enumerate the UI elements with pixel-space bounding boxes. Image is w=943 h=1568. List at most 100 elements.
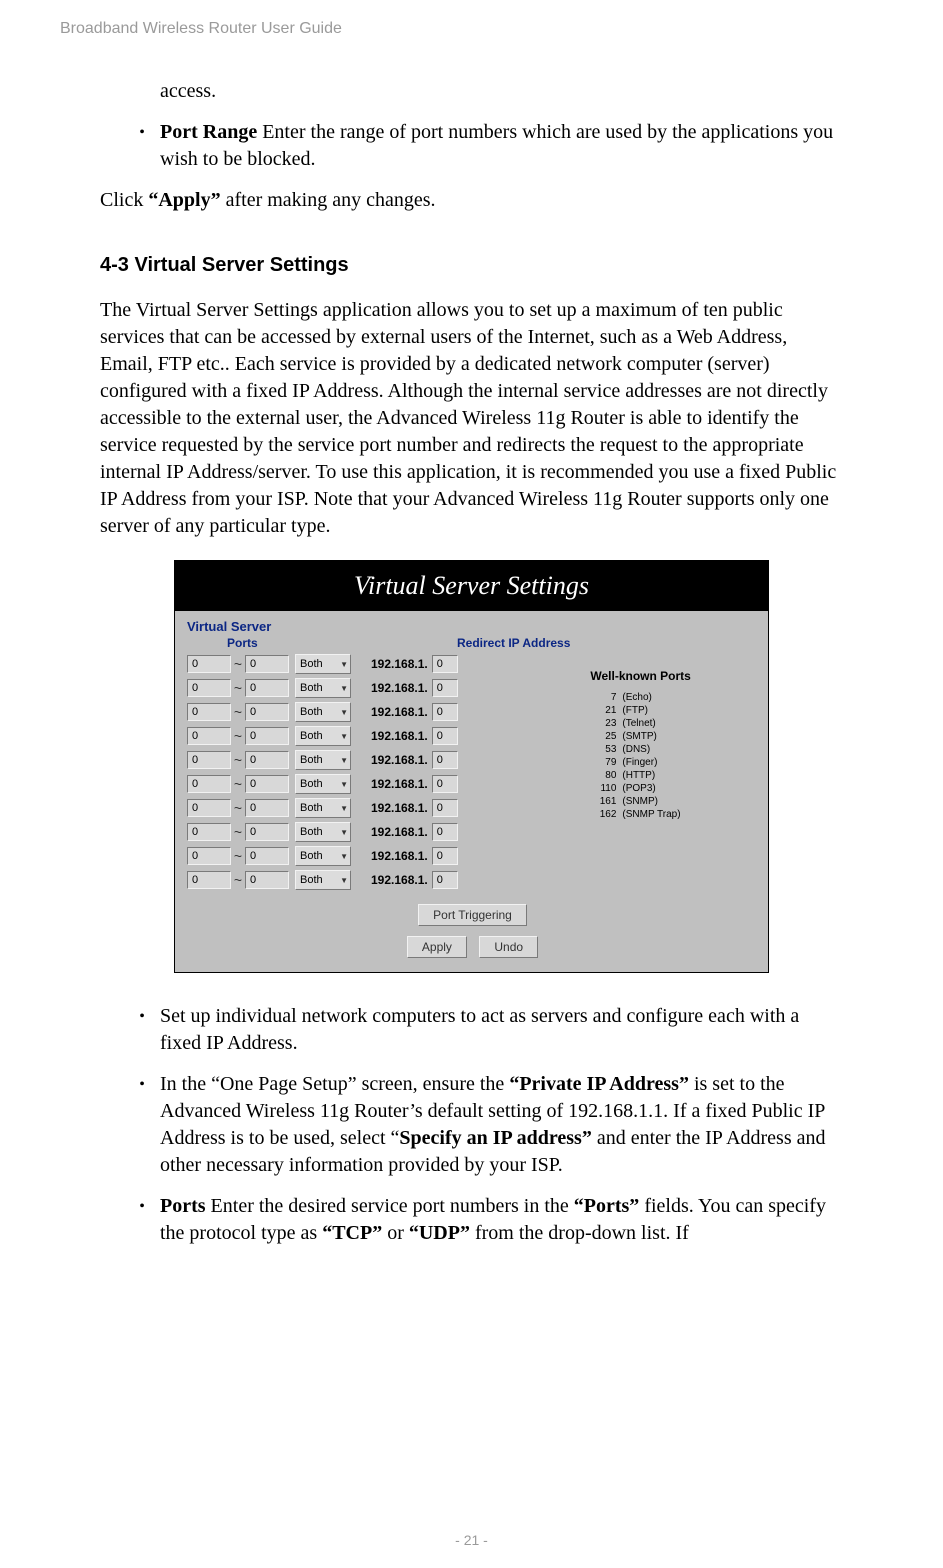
screenshot-title: Virtual Server Settings [175,561,768,611]
port-start-input[interactable]: 0 [187,823,231,841]
virtual-server-row: 0~0Both▼192.168.1.0 [187,702,570,722]
well-known-port-line: 7(Echo) [590,691,690,704]
port-start-input[interactable]: 0 [187,703,231,721]
ip-last-octet-input[interactable]: 0 [432,679,458,697]
tilde-separator: ~ [231,800,245,816]
ip-prefix-label: 192.168.1. [371,801,428,815]
port-triggering-button[interactable]: Port Triggering [418,904,527,926]
protocol-select[interactable]: Both▼ [295,774,351,794]
ip-last-octet-input[interactable]: 0 [432,703,458,721]
port-end-input[interactable]: 0 [245,679,289,697]
page-header: Broadband Wireless Router User Guide [60,20,883,38]
protocol-select[interactable]: Both▼ [295,654,351,674]
ports-header: Ports [187,636,447,650]
well-known-port-line: 25(SMTP) [590,730,690,743]
ip-prefix-label: 192.168.1. [371,753,428,767]
port-start-input[interactable]: 0 [187,655,231,673]
ip-prefix-label: 192.168.1. [371,657,428,671]
well-known-port-line: 162(SNMP Trap) [590,808,690,821]
ip-last-octet-input[interactable]: 0 [432,799,458,817]
port-start-input[interactable]: 0 [187,727,231,745]
virtual-server-row: 0~0Both▼192.168.1.0 [187,654,570,674]
access-fragment: access. [160,78,843,105]
bullet-port-range: • Port Range Enter the range of port num… [124,119,843,173]
ip-last-octet-input[interactable]: 0 [432,775,458,793]
well-known-port-line: 110(POP3) [590,782,690,795]
bullet-marker: • [124,1193,160,1247]
virtual-server-row: 0~0Both▼192.168.1.0 [187,678,570,698]
virtual-server-row: 0~0Both▼192.168.1.0 [187,774,570,794]
virtual-server-row: 0~0Both▼192.168.1.0 [187,750,570,770]
apply-button[interactable]: Apply [407,936,467,958]
page-footer: - 21 - [0,1532,943,1548]
well-known-port-line: 80(HTTP) [590,769,690,782]
ip-last-octet-input[interactable]: 0 [432,847,458,865]
bullet-text: Ports Enter the desired service port num… [160,1193,843,1247]
tilde-separator: ~ [231,872,245,888]
ip-prefix-label: 192.168.1. [371,777,428,791]
port-start-input[interactable]: 0 [187,847,231,865]
port-end-input[interactable]: 0 [245,775,289,793]
bullet-text: In the “One Page Setup” screen, ensure t… [160,1071,843,1179]
bullet-setup-computers: • Set up individual network computers to… [124,1003,843,1057]
protocol-select[interactable]: Both▼ [295,798,351,818]
port-end-input[interactable]: 0 [245,823,289,841]
ip-last-octet-input[interactable]: 0 [432,823,458,841]
bullet-marker: • [124,119,160,173]
ip-prefix-label: 192.168.1. [371,705,428,719]
protocol-select[interactable]: Both▼ [295,846,351,866]
redir-header: Redirect IP Address [447,636,570,650]
ip-last-octet-input[interactable]: 0 [432,655,458,673]
undo-button[interactable]: Undo [479,936,538,958]
port-start-input[interactable]: 0 [187,799,231,817]
port-end-input[interactable]: 0 [245,751,289,769]
bullet-marker: • [124,1003,160,1057]
ip-last-octet-input[interactable]: 0 [432,727,458,745]
ip-prefix-label: 192.168.1. [371,849,428,863]
section-heading: 4-3 Virtual Server Settings [100,254,843,277]
tilde-separator: ~ [231,776,245,792]
ip-last-octet-input[interactable]: 0 [432,751,458,769]
well-known-port-line: 21(FTP) [590,704,690,717]
port-end-input[interactable]: 0 [245,871,289,889]
port-end-input[interactable]: 0 [245,655,289,673]
tilde-separator: ~ [231,824,245,840]
bullet-marker: • [124,1071,160,1179]
port-start-input[interactable]: 0 [187,751,231,769]
main-paragraph: The Virtual Server Settings application … [100,297,843,540]
well-known-port-line: 53(DNS) [590,743,690,756]
port-end-input[interactable]: 0 [245,727,289,745]
tilde-separator: ~ [231,704,245,720]
bullet-private-ip: • In the “One Page Setup” screen, ensure… [124,1071,843,1179]
well-known-port-line: 79(Finger) [590,756,690,769]
well-known-port-line: 161(SNMP) [590,795,690,808]
port-end-input[interactable]: 0 [245,847,289,865]
port-start-input[interactable]: 0 [187,871,231,889]
protocol-select[interactable]: Both▼ [295,870,351,890]
port-end-input[interactable]: 0 [245,799,289,817]
port-start-input[interactable]: 0 [187,679,231,697]
bullet-bold: Port Range [160,121,262,143]
protocol-select[interactable]: Both▼ [295,726,351,746]
tilde-separator: ~ [231,680,245,696]
virtual-server-row: 0~0Both▼192.168.1.0 [187,846,570,866]
protocol-select[interactable]: Both▼ [295,702,351,722]
tilde-separator: ~ [231,728,245,744]
ip-prefix-label: 192.168.1. [371,873,428,887]
ip-prefix-label: 192.168.1. [371,825,428,839]
protocol-select[interactable]: Both▼ [295,750,351,770]
group-label: Virtual Server [187,619,570,634]
ip-prefix-label: 192.168.1. [371,681,428,695]
protocol-select[interactable]: Both▼ [295,822,351,842]
ip-last-octet-input[interactable]: 0 [432,871,458,889]
port-start-input[interactable]: 0 [187,775,231,793]
port-end-input[interactable]: 0 [245,703,289,721]
tilde-separator: ~ [231,752,245,768]
virtual-server-row: 0~0Both▼192.168.1.0 [187,870,570,890]
bullet-text: Set up individual network computers to a… [160,1003,843,1057]
virtual-server-row: 0~0Both▼192.168.1.0 [187,726,570,746]
protocol-select[interactable]: Both▼ [295,678,351,698]
well-known-port-line: 23(Telnet) [590,717,690,730]
well-known-ports-title: Well-known Ports [590,669,690,685]
bullet-ports: • Ports Enter the desired service port n… [124,1193,843,1247]
